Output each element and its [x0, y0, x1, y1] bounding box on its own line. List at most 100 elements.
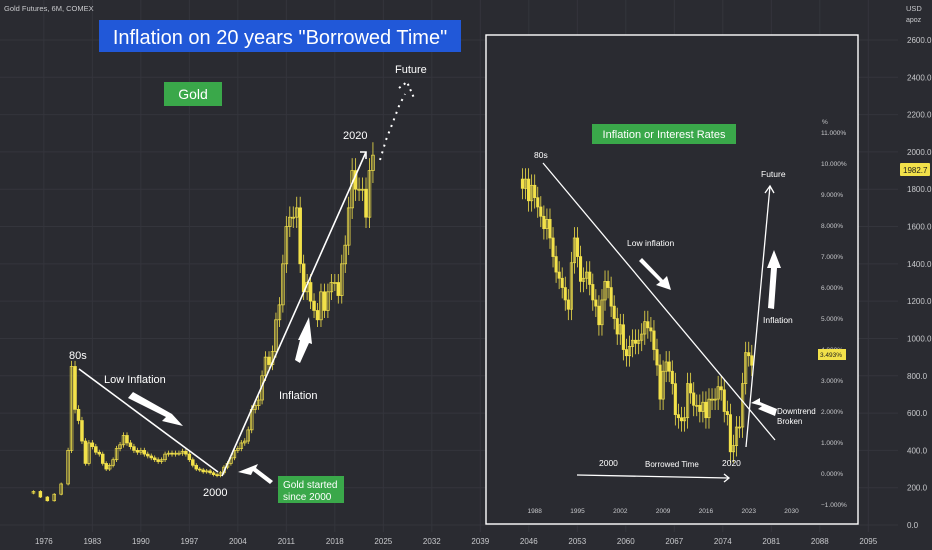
x-tick-label: 1983: [83, 537, 101, 546]
gold-candle: [132, 446, 136, 451]
year-2020-label: 2020: [343, 130, 367, 142]
down-right-arrow: [128, 392, 183, 426]
gold-candle: [236, 448, 240, 451]
rate-candle: [582, 277, 586, 282]
rate-candle: [634, 339, 638, 344]
gold-candle: [31, 491, 36, 494]
rate-candle: [676, 414, 680, 419]
rate-candle: [716, 386, 720, 400]
future-label: Future: [395, 64, 427, 76]
up-arrow: [295, 317, 312, 363]
rate-candle: [591, 284, 595, 301]
gold-candle: [94, 446, 98, 453]
rate-candle: [695, 404, 699, 407]
gold-candle: [291, 216, 296, 219]
future-dotted-head: [398, 80, 415, 99]
inset-year-2000-label: 2000: [599, 458, 618, 468]
inset-y-tick-label: 2.000%: [821, 409, 843, 416]
inset-y-tick-label: 9.000%: [821, 192, 843, 199]
gold-started-box: [278, 476, 344, 503]
rate-candle: [575, 237, 580, 257]
gold-candle: [90, 442, 95, 448]
rate-candle: [728, 414, 732, 453]
rate-candle: [563, 287, 567, 301]
gold-candle: [218, 472, 223, 476]
gold-candle: [367, 170, 372, 218]
x-tick-label: 2046: [520, 537, 538, 546]
rate-candle: [542, 215, 546, 230]
symbol-label: Gold Futures, 6M, COMEX: [4, 4, 94, 13]
rate-candle: [652, 330, 656, 350]
gold-candle: [277, 304, 282, 321]
rate-candle: [536, 197, 540, 208]
inset-y-tick-label: 3.000%: [821, 378, 843, 385]
borrowed-time-arrow: [576, 474, 729, 479]
gold-candle: [83, 440, 88, 464]
gold-candle: [152, 457, 157, 461]
gold-candle: [166, 452, 171, 455]
inset-time-axis: 1988 1995 2002 2009 2016 2023 2030: [527, 508, 799, 515]
rate-candle: [557, 271, 561, 279]
gold-candle: [312, 300, 316, 311]
rate-candle: [579, 256, 583, 282]
gold-candle: [357, 188, 361, 191]
gold-candle: [187, 453, 192, 461]
inset-y-tick-label: 1.000%: [821, 440, 843, 447]
gold-candle: [173, 452, 178, 455]
price-axis[interactable]: 0.0 200.0 400.0 600.0 800.0 1000.0 1200.0 1400.…: [907, 36, 932, 530]
rate-candle: [548, 219, 552, 239]
borrowed-time-arrowhead: [723, 473, 731, 483]
gold-candle: [246, 429, 250, 442]
gold-candle: [114, 448, 119, 461]
rate-candle: [661, 370, 665, 400]
gold-candle: [87, 442, 91, 464]
rate-candle: [725, 411, 729, 415]
gold-candle: [170, 452, 174, 455]
x-tick-label: 2067: [665, 537, 683, 546]
gold-candle: [76, 408, 81, 421]
gold-candle: [197, 468, 202, 471]
x-tick-label: 1990: [132, 537, 150, 546]
rate-candle: [594, 299, 598, 307]
gold-candle: [284, 226, 289, 265]
inset-low-inflation-label: Low inflation: [627, 238, 675, 248]
gold-candle: [319, 291, 323, 321]
rate-candle: [572, 237, 576, 264]
x-tick-label: 2032: [423, 537, 441, 546]
gold-candle: [163, 453, 167, 461]
x-tick-label: 2039: [471, 537, 489, 546]
rate-candle: [649, 327, 653, 332]
gold-candle: [149, 455, 153, 459]
inset-x-tick-label: 2002: [613, 508, 628, 515]
y-tick-label: 2000.0: [907, 148, 932, 157]
gold-candle: [128, 442, 133, 448]
inset-x-tick-label: 1988: [527, 508, 542, 515]
inset-year-2020-label: 2020: [722, 458, 741, 468]
scale-mode-label[interactable]: apoz: [906, 17, 922, 24]
rate-candle: [704, 401, 708, 419]
rate-candle: [560, 277, 564, 288]
rate-candle: [643, 321, 647, 335]
time-axis[interactable]: 1976 1983 1990 1997 2004 2011 2018 2025 2032 2039…: [35, 537, 878, 546]
gold-candle: [111, 459, 115, 466]
inset-title: Inflation or Interest Rates: [603, 129, 726, 141]
y-tick-label: 800.0: [907, 372, 928, 381]
rate-candle: [523, 178, 528, 189]
inset-y-tick-label: 6.000%: [821, 285, 843, 292]
inset-x-tick-label: 1995: [570, 508, 585, 515]
inset-x-tick-label: 2016: [699, 508, 714, 515]
rate-candle: [624, 349, 628, 357]
gold-candle: [267, 356, 271, 365]
rate-candle: [612, 305, 616, 319]
rate-candle: [627, 346, 632, 357]
rate-candle: [533, 184, 537, 199]
gold-candle: [333, 282, 337, 284]
gold-candle: [232, 450, 237, 459]
gold-candle: [208, 470, 212, 474]
rate-candle: [750, 355, 754, 366]
rate-candle: [707, 398, 711, 419]
gold-candle: [184, 450, 188, 455]
inset-frame: [485, 34, 859, 525]
x-tick-label: 2053: [568, 537, 586, 546]
gold-candle: [336, 282, 341, 296]
